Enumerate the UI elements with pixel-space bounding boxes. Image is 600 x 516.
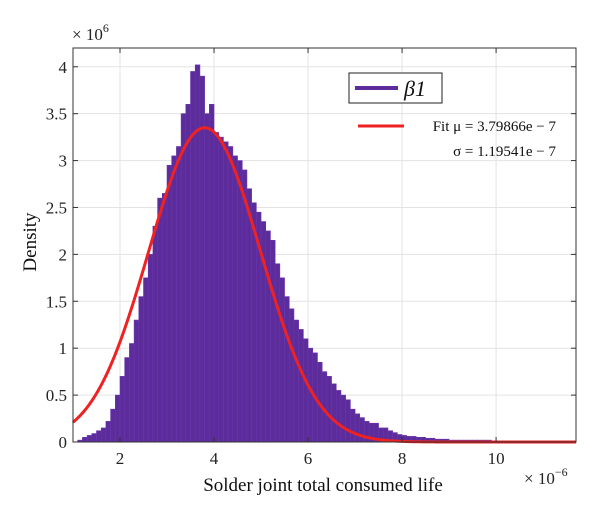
histogram-bar xyxy=(223,141,229,443)
histogram-bar xyxy=(129,343,135,443)
x-axis-title: Solder joint total consumed life xyxy=(203,475,443,496)
histogram-bar xyxy=(91,433,97,443)
histogram-bar xyxy=(124,357,130,443)
histogram-bar xyxy=(265,230,271,443)
histogram-bar xyxy=(241,169,248,443)
histogram-bar xyxy=(171,155,177,443)
x-tick-label: 6 xyxy=(304,449,313,468)
histogram-bar xyxy=(176,146,182,443)
y-exponent-label: × 106 xyxy=(72,21,109,44)
histogram-bar xyxy=(340,394,346,443)
y-tick-label: 2 xyxy=(59,245,68,264)
y-tick-label: 3 xyxy=(59,152,68,171)
histogram-bars xyxy=(77,64,577,443)
histogram-bar xyxy=(180,113,187,443)
histogram-bar xyxy=(293,319,299,443)
histogram-bar xyxy=(279,277,285,443)
histogram-bar xyxy=(110,408,116,443)
histogram-bar xyxy=(162,193,168,443)
histogram-bar xyxy=(237,160,243,443)
histogram-bar xyxy=(96,430,102,443)
histogram-bar xyxy=(359,417,365,443)
histogram-bar xyxy=(298,329,304,443)
y-axis-ticks: 0 0.5 1 1.5 2 2.5 3 3.5 4 xyxy=(46,58,576,452)
histogram-bar xyxy=(185,103,191,443)
histogram-bar xyxy=(303,338,309,443)
fit-mu-label: Fit μ = 3.79866e − 7 xyxy=(433,119,557,135)
histogram-bar xyxy=(209,103,215,443)
legend-box: β1 xyxy=(348,72,443,104)
histogram-bar xyxy=(147,254,154,443)
y-tick-label: 1.5 xyxy=(46,292,67,311)
histogram-bar xyxy=(199,75,205,443)
y-tick-label: 4 xyxy=(59,58,68,77)
y-tick-label: 0.5 xyxy=(46,386,67,405)
histogram-bar xyxy=(274,263,281,443)
histogram-bar xyxy=(284,296,290,443)
fit-annotation: Fit μ = 3.79866e − 7 σ = 1.19541e − 7 xyxy=(358,119,556,160)
x-exponent-label: × 10−6 xyxy=(524,465,568,488)
histogram-bar xyxy=(350,408,356,443)
histogram-bar xyxy=(166,164,173,443)
y-axis-title: Density xyxy=(20,212,41,272)
x-tick-label: 4 xyxy=(210,449,219,468)
histogram-bar xyxy=(143,277,149,443)
histogram-bar xyxy=(288,308,295,443)
histogram-bar xyxy=(270,240,276,443)
histogram-bar xyxy=(345,399,351,443)
histogram-bar xyxy=(115,394,121,443)
y-tick-label: 2.5 xyxy=(46,198,67,217)
histogram-bar xyxy=(119,376,126,443)
histogram-bar xyxy=(82,437,88,443)
histogram-bar xyxy=(86,435,93,443)
histogram-bar xyxy=(194,64,201,443)
histogram-bar xyxy=(335,390,342,443)
plot-frame xyxy=(72,47,577,443)
histogram-bar xyxy=(152,225,158,443)
histogram-bar xyxy=(190,71,196,443)
histogram-bar xyxy=(157,197,163,443)
histogram-bar xyxy=(138,296,144,443)
fit-sigma-label: σ = 1.19541e − 7 xyxy=(453,144,556,160)
x-tick-label: 2 xyxy=(116,449,125,468)
x-axis-ticks: 2 4 6 8 10 xyxy=(116,48,505,468)
histogram-bar xyxy=(227,146,234,443)
histogram-bar xyxy=(331,383,337,443)
y-tick-label: 0 xyxy=(59,433,68,452)
legend-label-histogram: β1 xyxy=(403,76,426,101)
histogram-bar xyxy=(100,427,107,443)
histogram-bar xyxy=(105,421,111,443)
x-tick-label: 8 xyxy=(398,449,407,468)
histogram-bar xyxy=(246,188,252,443)
y-tick-label: 1 xyxy=(59,339,68,358)
histogram-bar xyxy=(354,413,361,443)
y-tick-label: 3.5 xyxy=(46,105,67,124)
histogram-bar xyxy=(326,376,332,443)
histogram-bar xyxy=(218,136,224,443)
histogram-bar xyxy=(232,155,238,443)
histogram-bar xyxy=(133,319,140,443)
histogram-bar xyxy=(213,132,220,443)
x-tick-label: 10 xyxy=(488,449,505,468)
histogram-bar xyxy=(204,113,210,443)
